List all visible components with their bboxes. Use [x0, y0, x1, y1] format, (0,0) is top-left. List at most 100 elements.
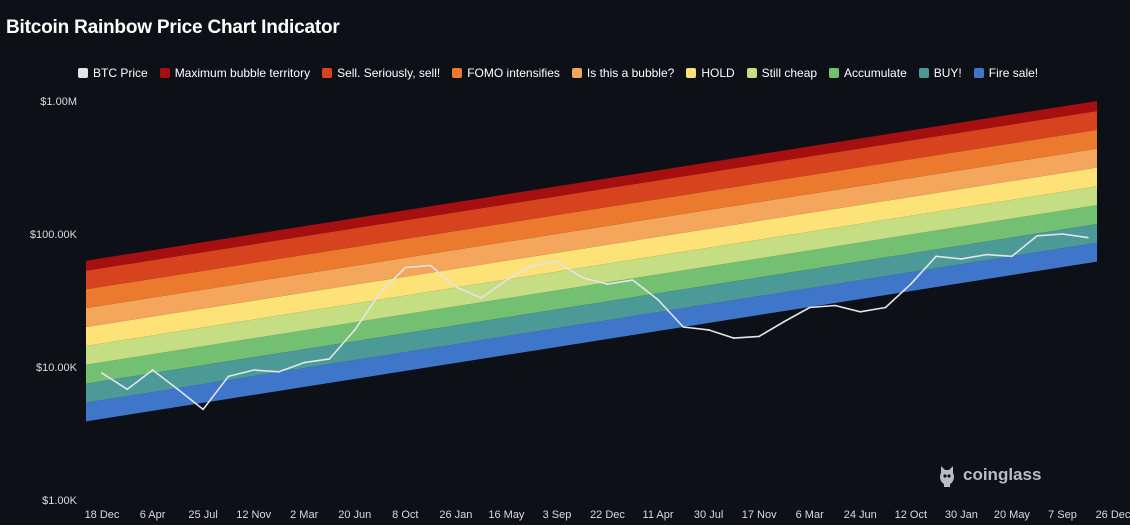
btc-price-point	[606, 283, 609, 286]
btc-price-point	[884, 306, 887, 309]
btc-price-point	[505, 279, 508, 282]
y-tick-label: $1.00K	[42, 495, 78, 507]
x-tick-label: 8 Oct	[392, 509, 418, 521]
legend-item[interactable]: BUY!	[918, 66, 962, 80]
page-title: Bitcoin Rainbow Price Chart Indicator	[6, 17, 340, 38]
btc-price-point	[556, 260, 558, 263]
legend-label: HOLD	[701, 66, 735, 80]
legend-item[interactable]: Accumulate	[829, 66, 907, 80]
btc-price-point	[303, 361, 306, 364]
rainbow-band-5	[86, 167, 1097, 346]
x-tick-label: 18 Dec	[85, 509, 120, 521]
btc-price-point	[101, 372, 103, 374]
x-tick-label: 6 Apr	[140, 509, 166, 521]
btc-price-line	[101, 233, 1088, 411]
btc-price-point	[429, 264, 432, 267]
legend-swatch	[686, 68, 697, 78]
legend-swatch	[918, 68, 929, 78]
btc-price-point	[808, 306, 811, 309]
legend-item[interactable]: HOLD	[686, 66, 735, 80]
y-tick-label: $10.00K	[36, 362, 78, 374]
rainbow-band-9	[86, 101, 1097, 271]
btc-price-point	[176, 388, 179, 391]
x-tick-label: 12 Nov	[236, 509, 271, 521]
btc-price-point	[682, 326, 685, 328]
legend-swatch	[746, 68, 757, 78]
x-tick-label: 7 Sep	[1048, 509, 1077, 521]
chart-legend: BTC Price Maximum bubble territory Sell. S…	[78, 66, 1038, 80]
x-tick-label: 26 Dec	[1096, 509, 1130, 521]
btc-price-point	[353, 329, 356, 331]
x-tick-label: 3 Sep	[543, 509, 572, 521]
x-tick-label: 11 Apr	[643, 509, 674, 521]
legend-swatch	[322, 68, 333, 78]
legend-label: Accumulate	[844, 66, 907, 80]
y-tick-label: $1.00M	[40, 96, 77, 108]
btc-price-point	[960, 257, 963, 260]
legend-swatch	[973, 68, 984, 78]
x-tick-label: 6 Mar	[796, 509, 824, 521]
rainbow-band-8	[86, 111, 1097, 290]
btc-price-point	[1036, 234, 1039, 237]
legend-item[interactable]: Still cheap	[746, 66, 818, 80]
x-tick-label: 12 Oct	[895, 509, 927, 521]
brand-name: coinglass	[963, 465, 1042, 484]
legend-label: BTC Price	[93, 66, 148, 80]
btc-price-point	[758, 335, 761, 338]
brand-watermark: coinglass	[937, 463, 1041, 487]
btc-price-point	[985, 253, 988, 256]
legend-item[interactable]: FOMO intensifies	[452, 66, 560, 80]
x-tick-label: 20 May	[994, 509, 1031, 521]
legend-item[interactable]: Maximum bubble territory	[159, 66, 311, 80]
legend-swatch	[452, 68, 463, 78]
btc-price-point	[202, 408, 205, 411]
rainbow-band-7	[86, 129, 1097, 309]
legend-label: Still cheap	[761, 66, 818, 80]
legend-swatch	[571, 68, 582, 78]
coinglass-logo-icon	[937, 463, 957, 487]
btc-price-point	[278, 370, 280, 373]
rainbow-band-6	[86, 148, 1097, 327]
btc-price-point	[480, 297, 483, 299]
btc-price-point	[935, 255, 937, 258]
btc-price-point	[1086, 236, 1089, 239]
btc-price-point	[707, 329, 710, 331]
btc-price-point	[530, 264, 533, 267]
x-tick-label: 30 Jan	[945, 509, 978, 521]
btc-price-point	[328, 358, 331, 360]
rainbow-band-3	[86, 205, 1097, 384]
legend-label: BUY!	[933, 66, 962, 80]
btc-price-point	[783, 320, 786, 323]
btc-price-point	[454, 286, 457, 288]
btc-price-point	[227, 375, 230, 378]
legend-label: Sell. Seriously, sell!	[337, 66, 441, 80]
legend-item[interactable]: BTC Price	[78, 66, 148, 80]
btc-price-point	[1011, 255, 1013, 258]
rainbow-band-1	[86, 242, 1097, 422]
legend-label: Maximum bubble territory	[174, 66, 311, 80]
btc-price-point	[732, 337, 735, 339]
x-tick-label: 25 Jul	[188, 509, 217, 521]
x-tick-label: 17 Nov	[742, 509, 777, 521]
btc-price-point	[581, 276, 584, 279]
btc-price-point	[631, 279, 634, 282]
btc-price-point	[859, 310, 862, 313]
btc-price-point	[252, 369, 255, 371]
legend-swatch	[159, 68, 170, 78]
legend-item[interactable]: Fire sale!	[973, 66, 1038, 80]
legend-swatch	[78, 68, 88, 78]
x-tick-label: 20 Jun	[338, 509, 371, 521]
btc-price-point	[834, 304, 836, 307]
btc-price-point	[657, 298, 659, 301]
legend-item[interactable]: Is this a bubble?	[571, 66, 675, 80]
x-tick-label: 30 Jul	[694, 509, 723, 521]
legend-swatch	[829, 68, 840, 78]
rainbow-band-2	[86, 223, 1097, 403]
legend-label: Is this a bubble?	[586, 66, 675, 80]
rainbow-band-4	[86, 186, 1097, 365]
y-tick-label: $100.00K	[30, 229, 78, 241]
x-tick-label: 24 Jun	[844, 509, 877, 521]
btc-price-point	[1061, 233, 1064, 235]
legend-item[interactable]: Sell. Seriously, sell!	[322, 66, 440, 80]
